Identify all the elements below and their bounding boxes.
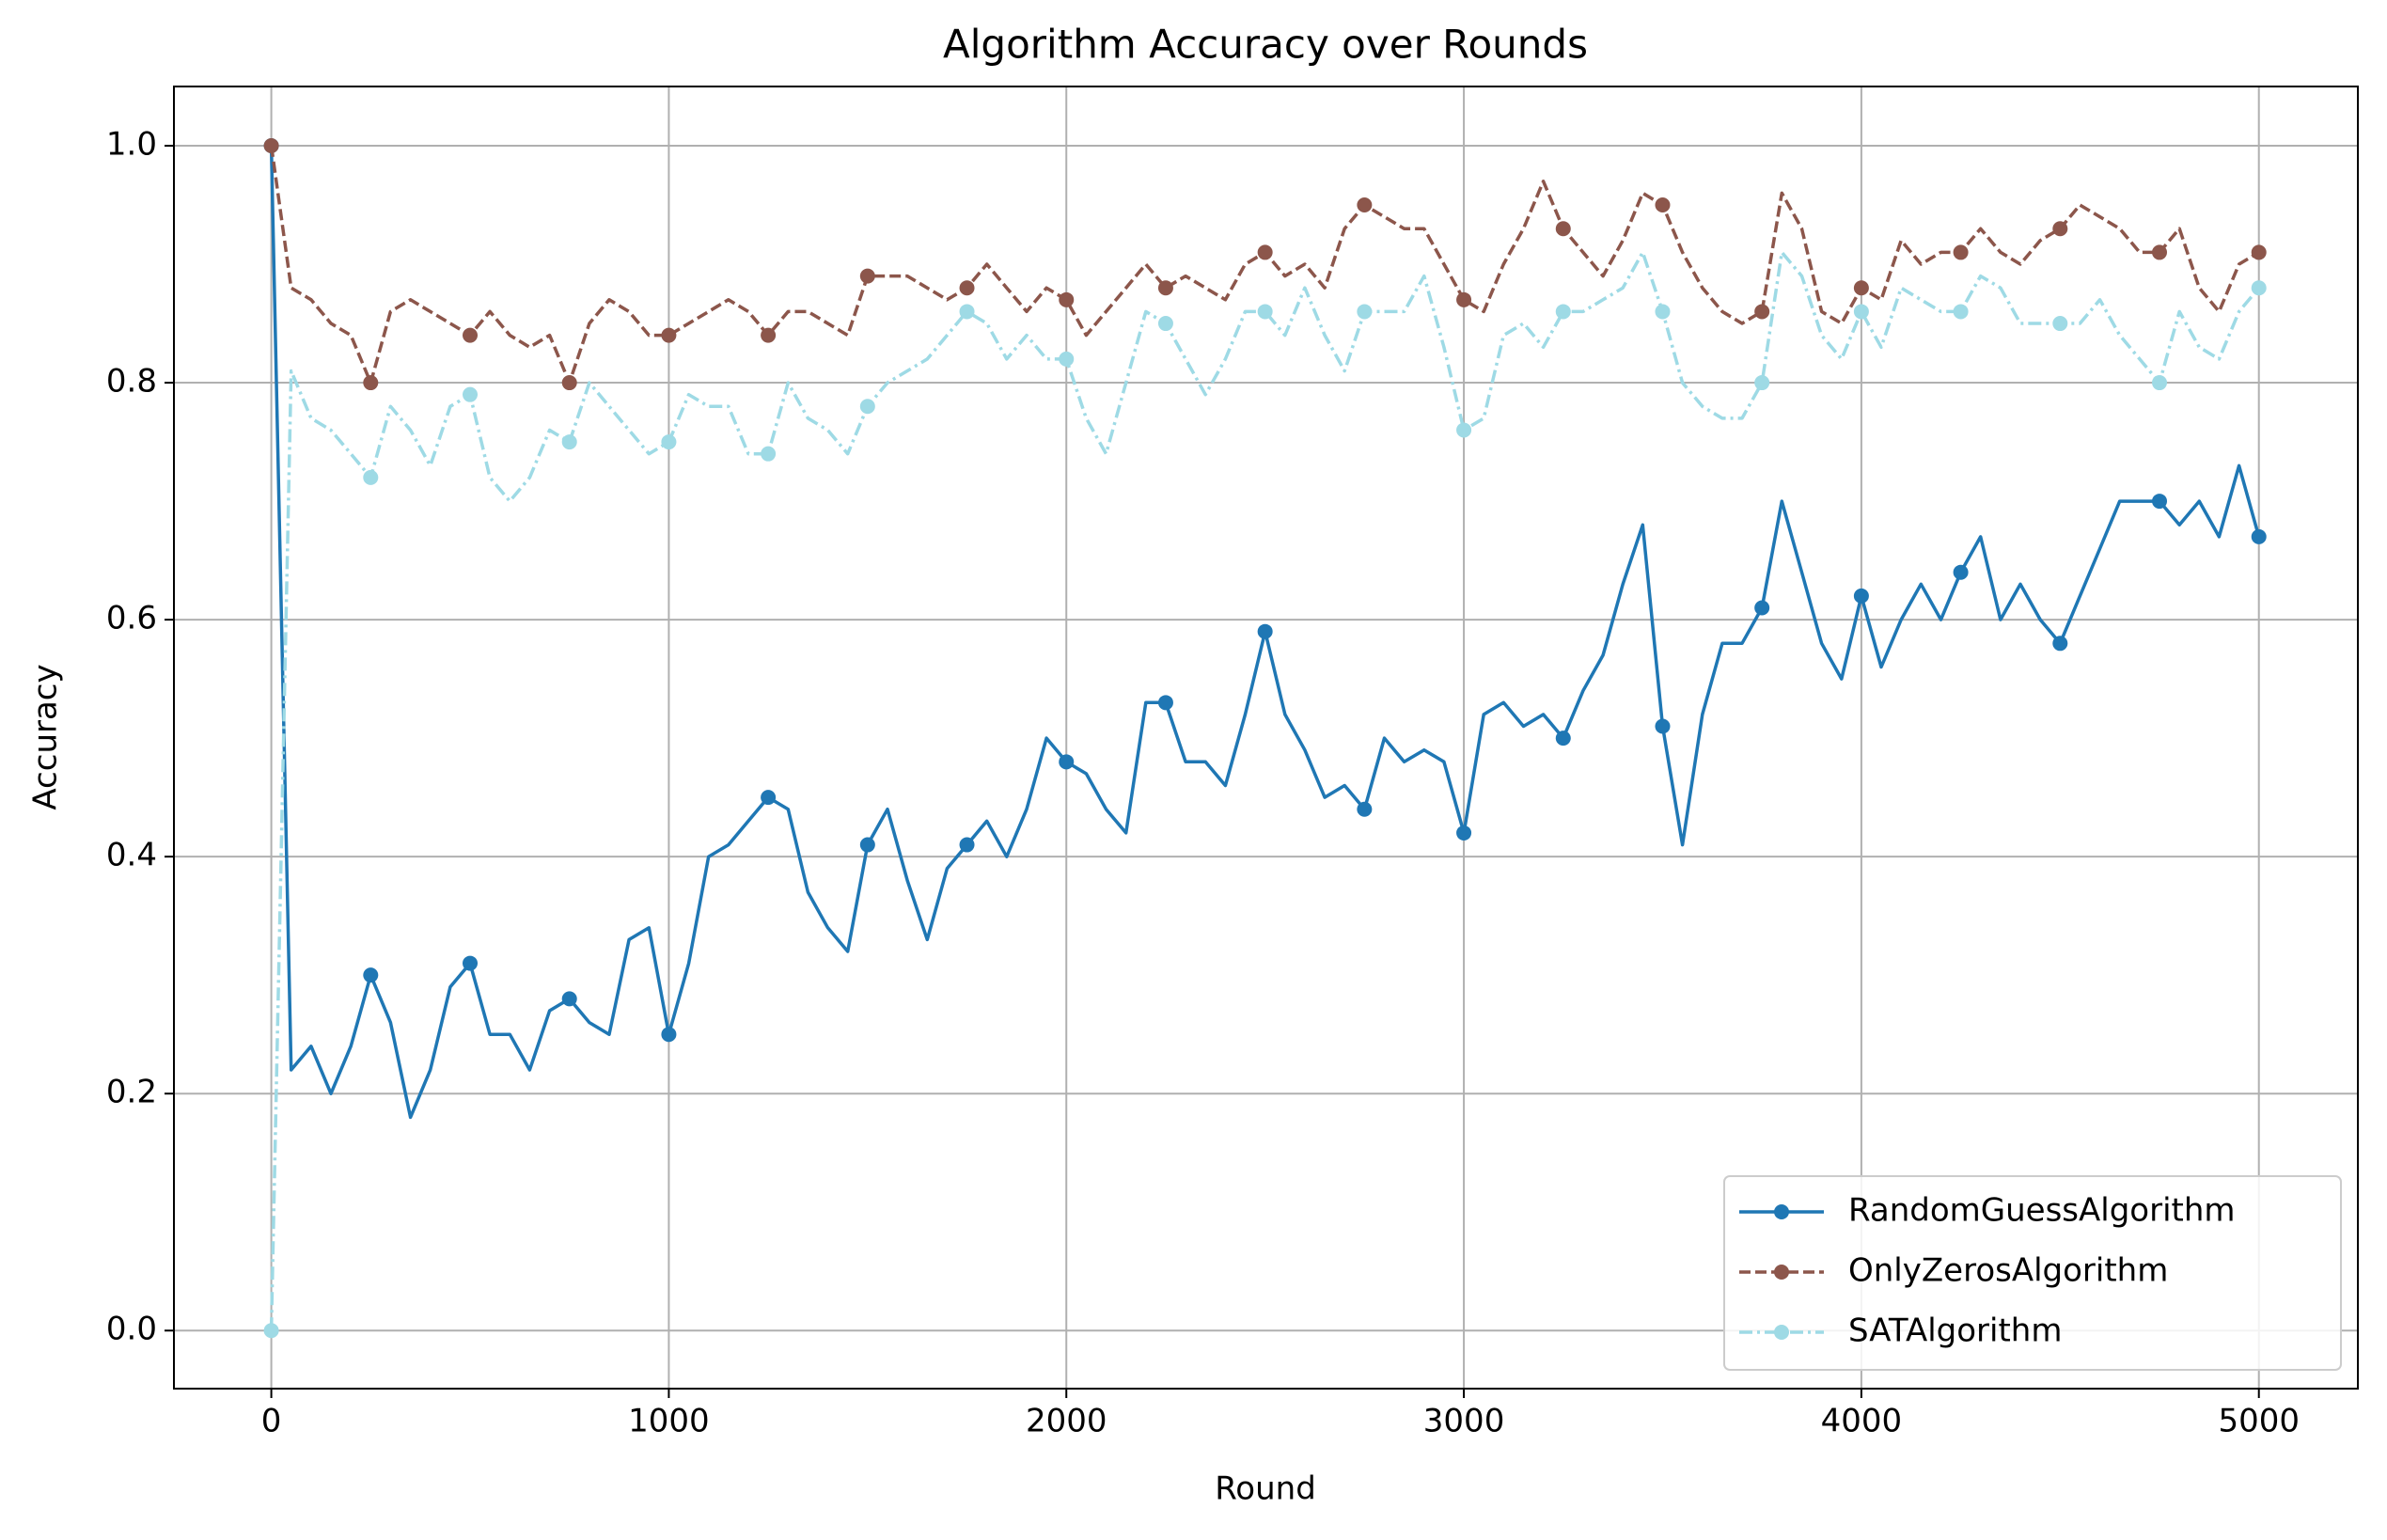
point-marker [1157,695,1173,711]
x-tick-label: 3000 [1423,1403,1505,1440]
point-marker [661,327,677,343]
point-marker [2251,280,2267,296]
point-marker [2152,244,2168,260]
point-marker [1555,221,1571,237]
point-marker [1754,600,1770,616]
point-marker [1754,304,1770,320]
point-marker [1853,280,1869,296]
point-marker [1059,754,1075,770]
y-axis-label: Accuracy [27,664,65,809]
point-marker [561,434,577,450]
point-marker [661,434,677,450]
point-marker [2251,244,2267,260]
point-marker [1257,623,1273,639]
point-marker [761,790,777,806]
x-tick-label: 5000 [2218,1403,2300,1440]
point-marker [2251,528,2267,544]
point-marker [1456,825,1472,841]
legend-marker [1774,1204,1789,1219]
point-marker [1157,280,1173,296]
legend-marker [1774,1325,1789,1340]
point-marker [561,375,577,391]
x-tick-label: 4000 [1821,1403,1903,1440]
point-marker [761,327,777,343]
series-line [269,250,2261,1331]
point-marker [1953,564,1969,580]
point-marker [1456,291,1472,307]
point-marker [1655,197,1671,213]
point-marker [1059,291,1075,307]
point-marker [959,280,975,296]
point-marker [1655,304,1671,320]
legend-label: SATAlgorithm [1848,1312,2062,1350]
x-tick-label: 1000 [628,1403,710,1440]
point-marker [859,837,875,853]
plot-frame [173,86,2359,1390]
point-marker [1157,316,1173,332]
point-marker [1257,304,1273,320]
y-tick-label: 0.8 [106,363,157,401]
point-marker [363,375,379,391]
y-tick-label: 0.2 [106,1074,157,1111]
y-tick-label: 0.0 [106,1311,157,1348]
y-tick-label: 0.4 [106,837,157,874]
point-marker [1357,197,1373,213]
point-marker [2152,375,2168,391]
x-tick-label: 0 [261,1403,282,1440]
point-marker [263,1323,279,1339]
point-marker [1555,304,1571,320]
point-marker [1456,422,1472,438]
point-marker [463,327,479,343]
point-marker [2052,316,2068,332]
x-tick-label: 2000 [1026,1403,1107,1440]
point-marker [1853,588,1869,604]
point-marker [2052,221,2068,237]
chart-title: Algorithm Accuracy over Rounds [943,22,1588,68]
point-marker [363,469,379,485]
point-marker [1655,718,1671,734]
point-marker [1853,304,1869,320]
point-marker [959,837,975,853]
legend-box [1723,1175,2342,1371]
point-marker [2052,636,2068,652]
y-tick-label: 0.6 [106,600,157,637]
point-marker [1059,351,1075,367]
point-marker [561,991,577,1007]
point-marker [263,138,279,154]
point-marker [1357,304,1373,320]
legend-label: OnlyZerosAlgorithm [1848,1252,2168,1290]
point-marker [661,1027,677,1043]
point-marker [1555,731,1571,746]
point-marker [1754,375,1770,391]
legend-label: RandomGuessAlgorithm [1848,1192,2236,1230]
point-marker [363,967,379,983]
point-marker [463,386,479,402]
point-marker [2152,494,2168,510]
point-marker [1953,304,1969,320]
point-marker [959,304,975,320]
point-marker [463,955,479,971]
x-axis-label: Round [1215,1470,1316,1508]
point-marker [859,399,875,415]
point-marker [1257,244,1273,260]
point-marker [1357,801,1373,817]
point-marker [1953,244,1969,260]
legend-marker [1774,1265,1789,1280]
point-marker [761,446,777,462]
point-marker [859,268,875,284]
y-tick-label: 1.0 [106,126,157,164]
